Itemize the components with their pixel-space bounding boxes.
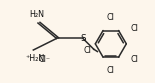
Text: H₂N: H₂N — [29, 10, 44, 19]
Text: Cl⁻: Cl⁻ — [38, 55, 50, 64]
Text: Cl: Cl — [107, 13, 115, 21]
Text: Cl: Cl — [130, 24, 138, 33]
Text: ⁺H₂N: ⁺H₂N — [25, 54, 44, 63]
Text: Cl: Cl — [130, 55, 138, 64]
Text: Cl: Cl — [107, 66, 115, 75]
Text: S: S — [80, 34, 86, 43]
Text: Cl: Cl — [84, 46, 91, 55]
